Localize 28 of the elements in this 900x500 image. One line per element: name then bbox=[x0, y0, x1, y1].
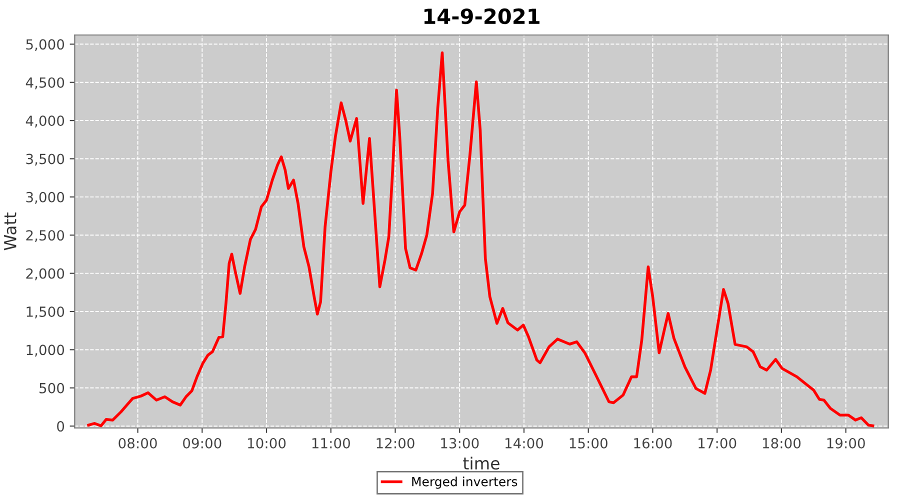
x-tick-label: 13:00 bbox=[441, 438, 479, 448]
y-tick-label: 5,000 bbox=[26, 39, 64, 52]
x-tick-label: 12:00 bbox=[376, 438, 414, 448]
y-tick-label: 3,000 bbox=[26, 192, 64, 204]
legend-label: Merged inverters bbox=[412, 476, 518, 489]
x-tick-label: 19:00 bbox=[827, 438, 865, 448]
x-tick-label: 15:00 bbox=[570, 438, 608, 448]
x-tick-label: 08:00 bbox=[118, 438, 157, 448]
x-tick-label: 18:00 bbox=[762, 438, 801, 448]
y-tick-label: 3,500 bbox=[26, 154, 64, 166]
x-tick-label: 11:00 bbox=[312, 438, 350, 448]
y-tick-label: 1,000 bbox=[26, 344, 64, 357]
x-tick-label: 17:00 bbox=[698, 438, 736, 448]
y-tick-label: 4,000 bbox=[26, 116, 64, 128]
y-tick-label: 0 bbox=[57, 421, 64, 432]
y-tick-label: 500 bbox=[40, 382, 64, 394]
line-series bbox=[87, 51, 874, 428]
chart-title: 14-9-2021 bbox=[424, 8, 540, 24]
y-tick-label: 2,000 bbox=[26, 268, 64, 280]
x-tick-label: 09:00 bbox=[183, 438, 222, 448]
x-axis-title: time bbox=[463, 456, 500, 470]
y-tick-label: 4,500 bbox=[26, 77, 64, 90]
x-tick-label: 16:00 bbox=[634, 438, 672, 448]
y-tick-label: 2,500 bbox=[26, 230, 64, 242]
x-tick-label: 10:00 bbox=[248, 438, 286, 448]
y-tick-label: 1,500 bbox=[26, 306, 64, 318]
y-axis-title: Watt bbox=[4, 212, 16, 250]
x-tick-label: 14:00 bbox=[505, 438, 544, 448]
